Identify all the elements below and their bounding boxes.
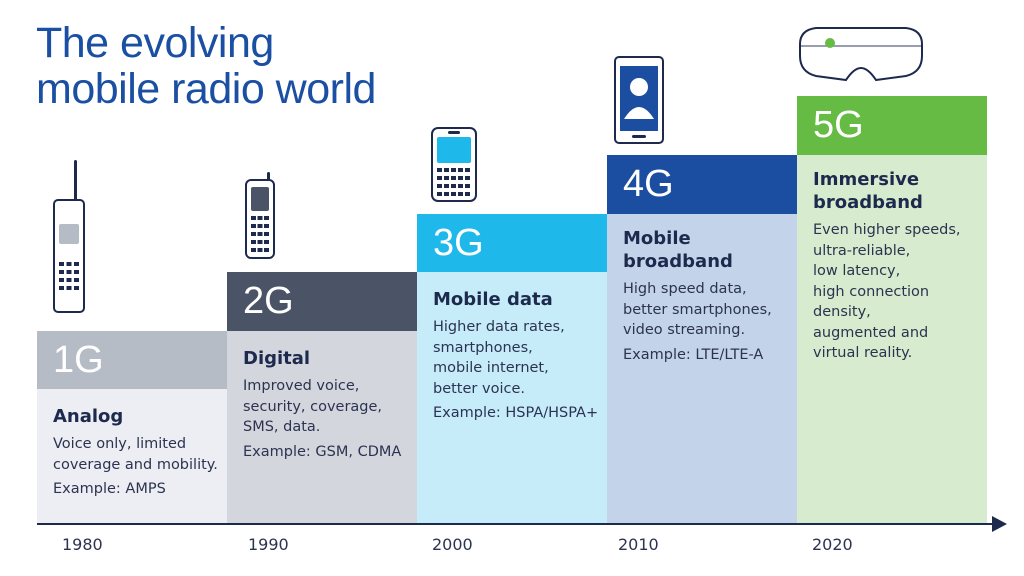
gen-4g-header: 4G: [607, 155, 797, 214]
gen-3g-name: Mobile data: [433, 289, 553, 310]
gen-1g-example: Example: AMPS: [53, 481, 166, 497]
timeline-axis: [37, 523, 995, 525]
gen-1g-body: Analog Voice only, limited coverage and …: [37, 389, 227, 523]
year-label: 1980: [62, 535, 103, 554]
timeline-arrow-icon: [992, 516, 1007, 532]
gen-4g-example: Example: LTE/LTE-A: [623, 346, 764, 363]
gen-5g-name: Immersive broadband: [813, 169, 923, 213]
gen-2g-description: Improved voice, security, coverage, SMS,…: [243, 378, 383, 435]
title-line-1: The evolving: [36, 19, 274, 67]
gen-4g-description: High speed data, better smartphones, vid…: [623, 281, 772, 338]
vr-headset-icon: [794, 22, 928, 88]
gen-2g-body: Digital Improved voice, security, covera…: [227, 331, 417, 523]
year-label: 2010: [618, 535, 659, 554]
gen-5g-header: 5G: [797, 96, 987, 155]
year-label: 1990: [248, 535, 289, 554]
title-line-2: mobile radio world: [36, 65, 376, 113]
year-label: 2000: [432, 535, 473, 554]
gen-2g-header: 2G: [227, 272, 417, 331]
page-title: The evolving mobile radio world: [36, 20, 376, 112]
gen-5g-body: Immersive broadband Even higher speeds, …: [797, 155, 987, 523]
smartphone-icon: [612, 55, 668, 151]
gen-2g-example: Example: GSM, CDMA: [243, 443, 402, 460]
brick-phone-icon: [50, 158, 90, 320]
gen-3g-label: 3G: [433, 221, 484, 264]
gen-1g-label: 1G: [53, 338, 104, 381]
gen-1g-header: 1G: [37, 331, 227, 389]
gen-5g-description: Even higher speeds, ultra-reliable, low …: [813, 222, 961, 361]
gen-3g-header: 3G: [417, 214, 607, 272]
gen-1g-name: Analog: [53, 406, 124, 427]
qwerty-phone-icon: [430, 126, 480, 208]
gen-4g-name: Mobile broadband: [623, 228, 733, 272]
gen-4g-body: Mobile broadband High speed data, better…: [607, 214, 797, 523]
gen-4g-label: 4G: [623, 163, 674, 205]
gen-2g-label: 2G: [243, 280, 294, 322]
feature-phone-icon: [242, 170, 278, 264]
gen-3g-body: Mobile data Higher data rates, smartphon…: [417, 272, 607, 523]
gen-5g-label: 5G: [813, 104, 864, 146]
gen-2g-name: Digital: [243, 348, 311, 369]
gen-3g-description: Higher data rates, smartphones, mobile i…: [433, 319, 565, 397]
gen-3g-example: Example: HSPA/HSPA+: [433, 405, 599, 421]
year-label: 2020: [812, 535, 853, 554]
gen-1g-description: Voice only, limited coverage and mobilit…: [53, 436, 218, 473]
